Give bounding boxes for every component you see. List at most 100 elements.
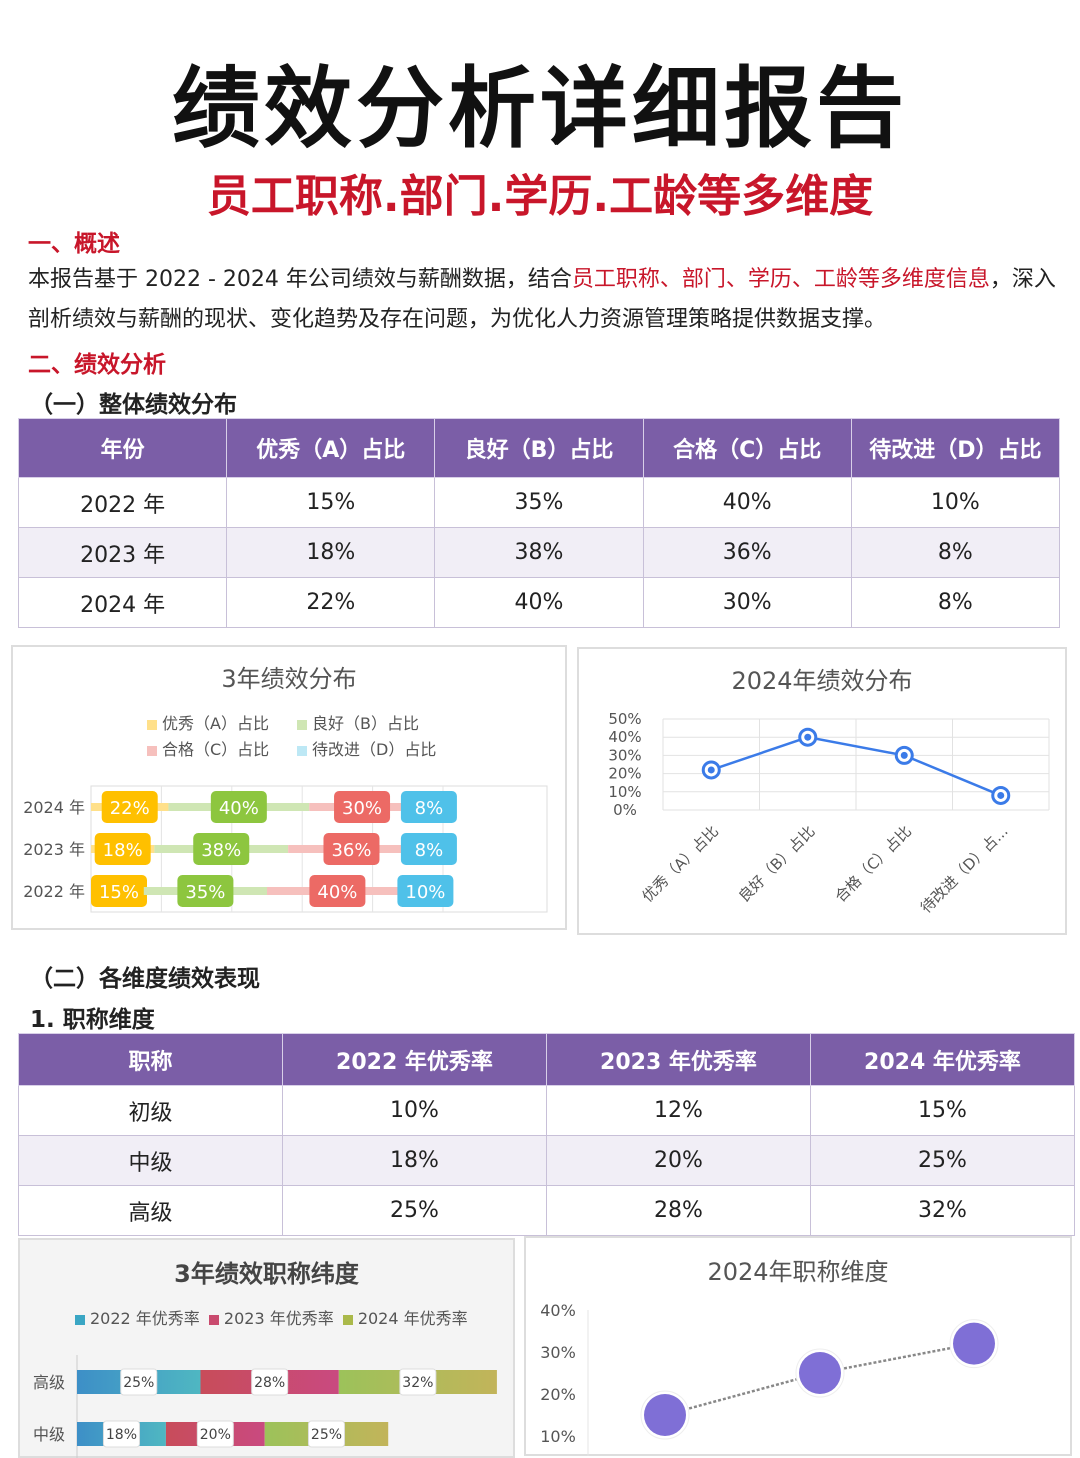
data-label-box: [399, 1368, 437, 1396]
cell: 15%: [226, 477, 436, 528]
cell: 12%: [546, 1085, 811, 1136]
legend-label: 2024 年优秀率: [357, 1309, 468, 1328]
data-label-box: [91, 875, 147, 907]
data-label: 8%: [415, 840, 444, 861]
y-tick-label: 30%: [608, 746, 641, 764]
header-title: 职称: [18, 1033, 283, 1086]
cell: 22%: [226, 577, 436, 628]
legend-label: 待改进（D）占比: [312, 740, 437, 759]
data-label-box: [334, 791, 391, 823]
table-row: 初级 10% 12% 15%: [18, 1085, 1075, 1136]
cell: 32%: [810, 1185, 1075, 1236]
legend-swatch: [208, 1314, 219, 1325]
category-label: 2024 年: [23, 798, 85, 817]
cell: 40%: [642, 477, 852, 528]
overview-text-a: 本报告基于 2022 - 2024 年公司绩效与薪酬数据，结合: [28, 267, 572, 292]
chart-plot: 50%40%30%20%10%0%优秀（A）占比 良好（B）占比 合格（C）占比 待改…: [608, 710, 1050, 917]
cell: 38%: [434, 527, 644, 578]
data-label: 40%: [219, 798, 259, 819]
subheading-dimensions: （二）各维度绩效表现: [30, 966, 260, 992]
data-label: 32%: [402, 1375, 433, 1391]
legend-swatch: [342, 1314, 353, 1325]
category-label: 中级: [33, 1425, 65, 1444]
data-label: 30%: [342, 798, 382, 819]
y-tick-label: 20%: [608, 765, 641, 783]
cell: 8%: [850, 527, 1061, 578]
header-b: 良好（B）占比: [434, 418, 644, 478]
data-label-box: [400, 833, 457, 865]
y-tick-label: 10%: [540, 1427, 576, 1446]
cell: 20%: [546, 1135, 811, 1186]
legend-label: 合格（C）占比: [162, 740, 270, 759]
chart-plot: 40% 30% 20% 10%: [540, 1301, 999, 1456]
chart-3yr-title-dimension: 3年绩效职称纬度 2022 年优秀率 2023 年优秀率 2024 年优秀率 高…: [18, 1238, 515, 1458]
legend-item: 良好（B）占比: [297, 710, 419, 734]
legend-item: 合格（C）占比: [147, 736, 269, 760]
category-label: 高级: [33, 1373, 65, 1392]
table-row: 2022 年 15% 35% 40% 10%: [17, 477, 1061, 528]
data-label: 18%: [106, 1427, 137, 1443]
y-tick-label: 50%: [608, 710, 641, 728]
header-2024: 2024 年优秀率: [810, 1033, 1075, 1086]
legend: 2022 年优秀率 2023 年优秀率 2024 年优秀率: [75, 1305, 468, 1329]
chart-2024-distribution: 2024年绩效分布 50% 40% 30% 20% 10% 0% 优秀（A）占比 良好（B）占…: [577, 647, 1067, 935]
x-tick-label: 合格（C）占比: [831, 822, 915, 906]
overall-distribution-table: 年份 优秀（A）占比 良好（B）占比 合格（C）占比 待改进（D）占比 2022…: [17, 418, 1061, 628]
y-tick-label: 30%: [540, 1343, 576, 1362]
cell: 2023 年: [17, 527, 228, 578]
y-tick-label: 20%: [540, 1385, 576, 1404]
x-tick-label: 优秀（A）占比: [638, 822, 722, 906]
chart-title: 3年绩效分布: [221, 665, 357, 693]
y-tick-label: 10%: [608, 783, 641, 801]
legend-item: 待改进（D）占比: [297, 736, 436, 760]
category-label: 2023 年: [23, 840, 85, 859]
section-heading-performance: 二、绩效分析: [28, 352, 166, 378]
chart-title: 3年绩效职称纬度: [174, 1260, 359, 1288]
data-label: 25%: [311, 1427, 342, 1443]
data-label: 20%: [200, 1427, 231, 1443]
data-label: 36%: [331, 840, 371, 861]
data-label: 25%: [123, 1375, 154, 1391]
data-point-center: [900, 751, 908, 759]
data-label: 18%: [103, 840, 143, 861]
cell: 2024 年: [17, 577, 228, 628]
header-a: 优秀（A）占比: [226, 418, 436, 478]
cell: 初级: [18, 1085, 283, 1136]
cell: 15%: [810, 1085, 1075, 1136]
chart-title: 2024年职称维度: [707, 1258, 889, 1286]
legend-swatch: [297, 745, 307, 756]
cell: 35%: [434, 477, 644, 528]
legend-label: 2023 年优秀率: [223, 1309, 334, 1328]
cell: 25%: [282, 1185, 547, 1236]
legend-swatch: [75, 1314, 85, 1325]
page-subtitle: 员工职称.部门.学历.工龄等多维度: [206, 171, 874, 222]
page-title: 绩效分析详细报告: [171, 57, 908, 160]
cell: 8%: [850, 577, 1061, 628]
y-tick-label: 0%: [613, 801, 637, 819]
data-label: 28%: [254, 1375, 285, 1391]
header-2022: 2022 年优秀率: [282, 1033, 547, 1086]
section-heading-overview: 一、概述: [28, 231, 120, 257]
cell: 40%: [434, 577, 644, 628]
data-label-box: [120, 1368, 158, 1396]
data-point: [799, 1352, 841, 1394]
cell: 10%: [850, 477, 1061, 528]
table-row: 2023 年 18% 38% 36% 8%: [17, 527, 1061, 578]
data-label: 8%: [415, 798, 444, 819]
category-label: 2022 年: [23, 882, 85, 901]
legend-label: 良好（B）占比: [312, 714, 419, 733]
legend-swatch: [147, 719, 157, 730]
legend-swatch: [297, 719, 307, 730]
cell: 18%: [226, 527, 436, 578]
chart-title: 2024年绩效分布: [731, 667, 913, 695]
table-header-row: 职称 2022 年优秀率 2023 年优秀率 2024 年优秀率: [18, 1033, 1075, 1086]
data-point-center: [804, 733, 812, 741]
table-header-row: 年份 优秀（A）占比 良好（B）占比 合格（C）占比 待改进（D）占比: [17, 418, 1061, 478]
data-label: 10%: [405, 882, 445, 903]
cell: 中级: [18, 1135, 283, 1186]
header-year: 年份: [17, 418, 228, 478]
cell: 36%: [642, 527, 852, 578]
x-tick-label: 待改进（D）占...: [917, 822, 1012, 917]
data-label: 22%: [110, 798, 150, 819]
